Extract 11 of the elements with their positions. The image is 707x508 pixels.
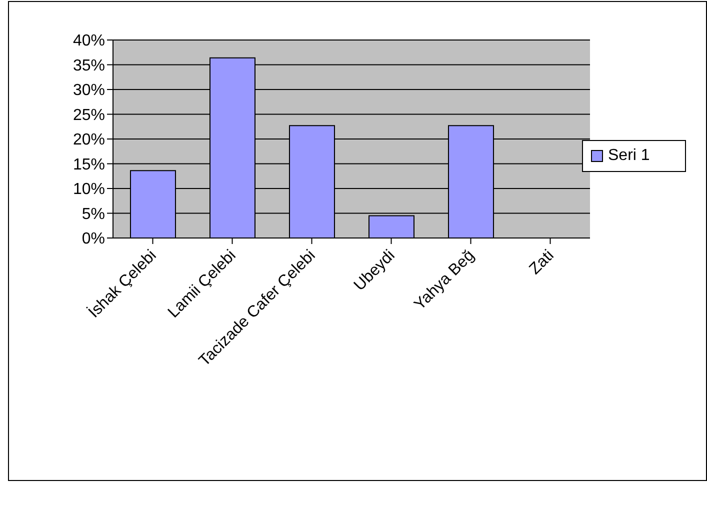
y-tick-label: 10% (72, 181, 105, 198)
y-tick-label: 30% (72, 82, 105, 100)
y-tick-label: 15% (72, 156, 105, 174)
y-tick-label: 40% (72, 32, 105, 50)
y-tick-label: 25% (72, 106, 105, 124)
legend-label: Seri 1 (608, 147, 650, 165)
y-tick-label: 20% (72, 132, 105, 149)
y-tick-label: 5% (82, 206, 105, 223)
x-tick-label: Zati (526, 247, 558, 278)
y-tick-label: 35% (72, 57, 105, 74)
y-tick-label: 0% (82, 230, 105, 248)
